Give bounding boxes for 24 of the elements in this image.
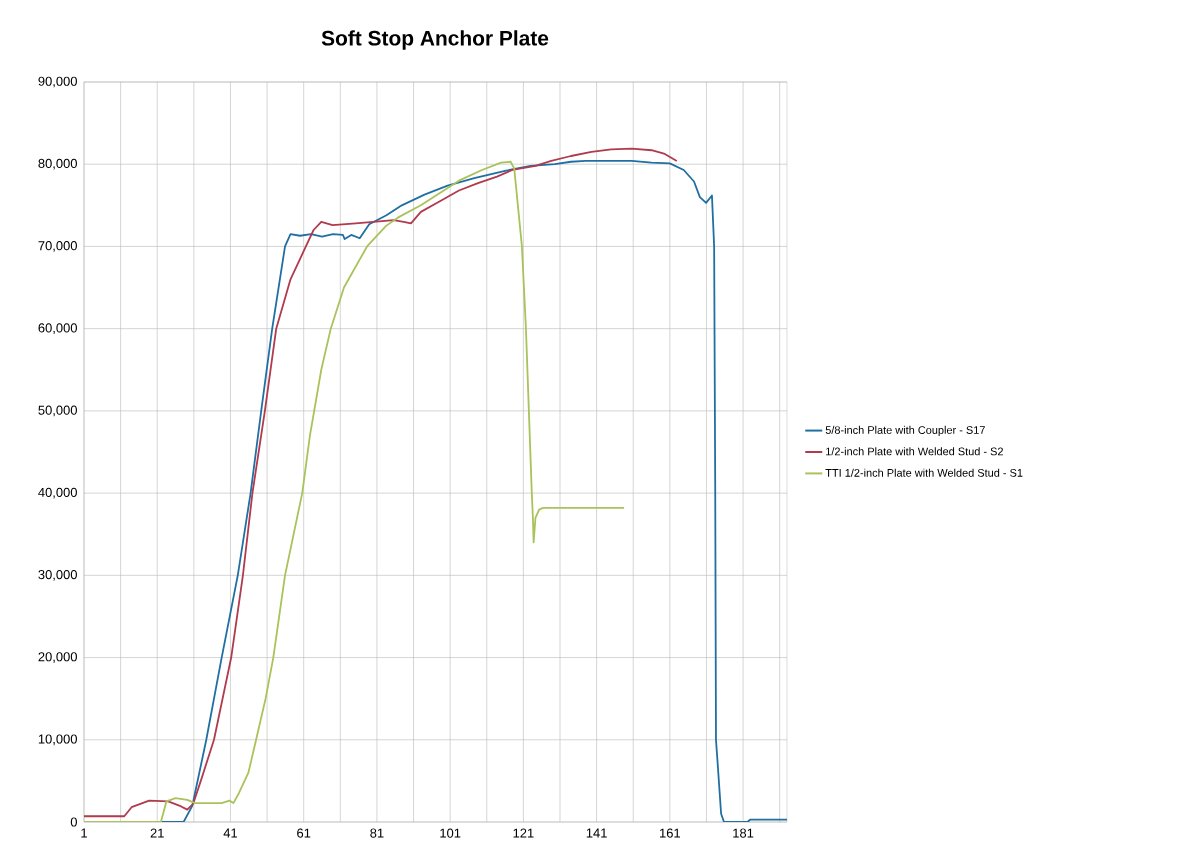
x-tick-label: 1 [81, 828, 87, 838]
x-tick-label: 81 [370, 828, 384, 838]
x-tick-label: 41 [223, 828, 238, 838]
y-tick-label: 30,000 [38, 569, 77, 581]
y-tick-label: 0 [70, 817, 77, 827]
y-tick-label: 60,000 [38, 323, 77, 335]
y-tick-label: 10,000 [38, 734, 77, 746]
x-tick-label: 101 [440, 828, 461, 838]
x-tick-label: 181 [733, 828, 754, 838]
x-tick-label: 21 [150, 828, 164, 838]
legend-label: 5/8-inch Plate with Coupler - S17 [825, 425, 985, 437]
x-tick-label: 161 [660, 828, 681, 838]
x-tick-label: 61 [297, 828, 311, 838]
y-tick-label: 20,000 [38, 652, 77, 663]
chart-title: Soft Stop Anchor Plate [321, 30, 549, 50]
y-tick-label: 40,000 [38, 487, 77, 499]
y-tick-label: 50,000 [38, 405, 77, 417]
y-tick-label: 70,000 [38, 241, 77, 252]
x-tick-label: 121 [513, 828, 534, 838]
y-tick-label: 90,000 [38, 76, 77, 88]
legend-label: 1/2-inch Plate with Welded Stud - S2 [826, 447, 1003, 456]
y-tick-label: 80,000 [38, 158, 77, 170]
legend-label: TTI 1/2-inch Plate with Welded Stud - S1 [825, 468, 1023, 477]
x-tick-label: 141 [586, 828, 607, 838]
